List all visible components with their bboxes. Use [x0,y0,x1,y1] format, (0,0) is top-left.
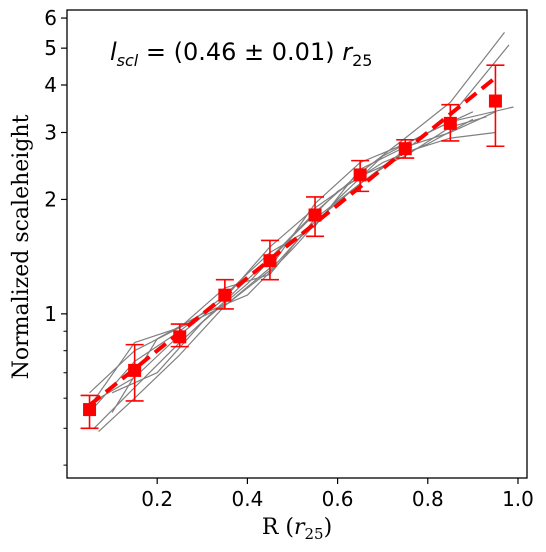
x-tick-label: 0.2 [141,487,173,511]
data-point-7 [351,159,370,193]
square-marker [128,363,142,377]
x-tick-label: 0.8 [412,487,444,511]
fit-line [88,76,497,407]
x-axis-label: R (r25) [262,515,332,543]
square-marker [398,142,412,156]
profile-line-6 [89,131,496,408]
square-marker [173,330,187,344]
square-marker [443,116,457,130]
y-tick-label: 5 [44,36,57,60]
y-tick-label: 4 [44,73,57,97]
x-tick-label: 1.0 [502,487,534,511]
data-point-6 [306,196,325,238]
y-axis: 1 2 3 4 5 6 [44,6,67,466]
square-marker [218,288,232,302]
fit-annotation: lscl = (0.46 ± 0.01) r25 [110,38,372,70]
fit-line-layer [88,76,497,407]
data-point-4 [215,278,234,310]
x-axis: 0.2 0.4 0.6 0.8 1.0 [141,478,534,511]
data-point-10 [486,64,505,148]
square-marker [263,254,277,268]
y-axis-label: Normalized scaleheight [9,114,34,379]
data-point-3 [170,323,189,348]
y-tick-label: 1 [44,302,57,326]
data-point-2 [125,343,144,402]
profile-line-5 [89,116,487,405]
data-point-1 [80,394,99,430]
square-marker [488,94,502,108]
square-marker [353,168,367,182]
y-tick-label: 2 [44,187,57,211]
data-point-8 [396,139,415,159]
x-tick-label: 0.4 [231,487,263,511]
data-point-5 [260,239,279,281]
y-tick-label: 3 [44,120,57,144]
plot-frame [66,9,528,479]
data-point-9 [441,103,460,142]
profile-line-7 [111,118,474,394]
data-points-layer [80,64,505,430]
square-marker [83,403,97,417]
y-tick-label: 6 [44,6,57,30]
x-tick-label: 0.6 [322,487,354,511]
square-marker [308,208,322,222]
